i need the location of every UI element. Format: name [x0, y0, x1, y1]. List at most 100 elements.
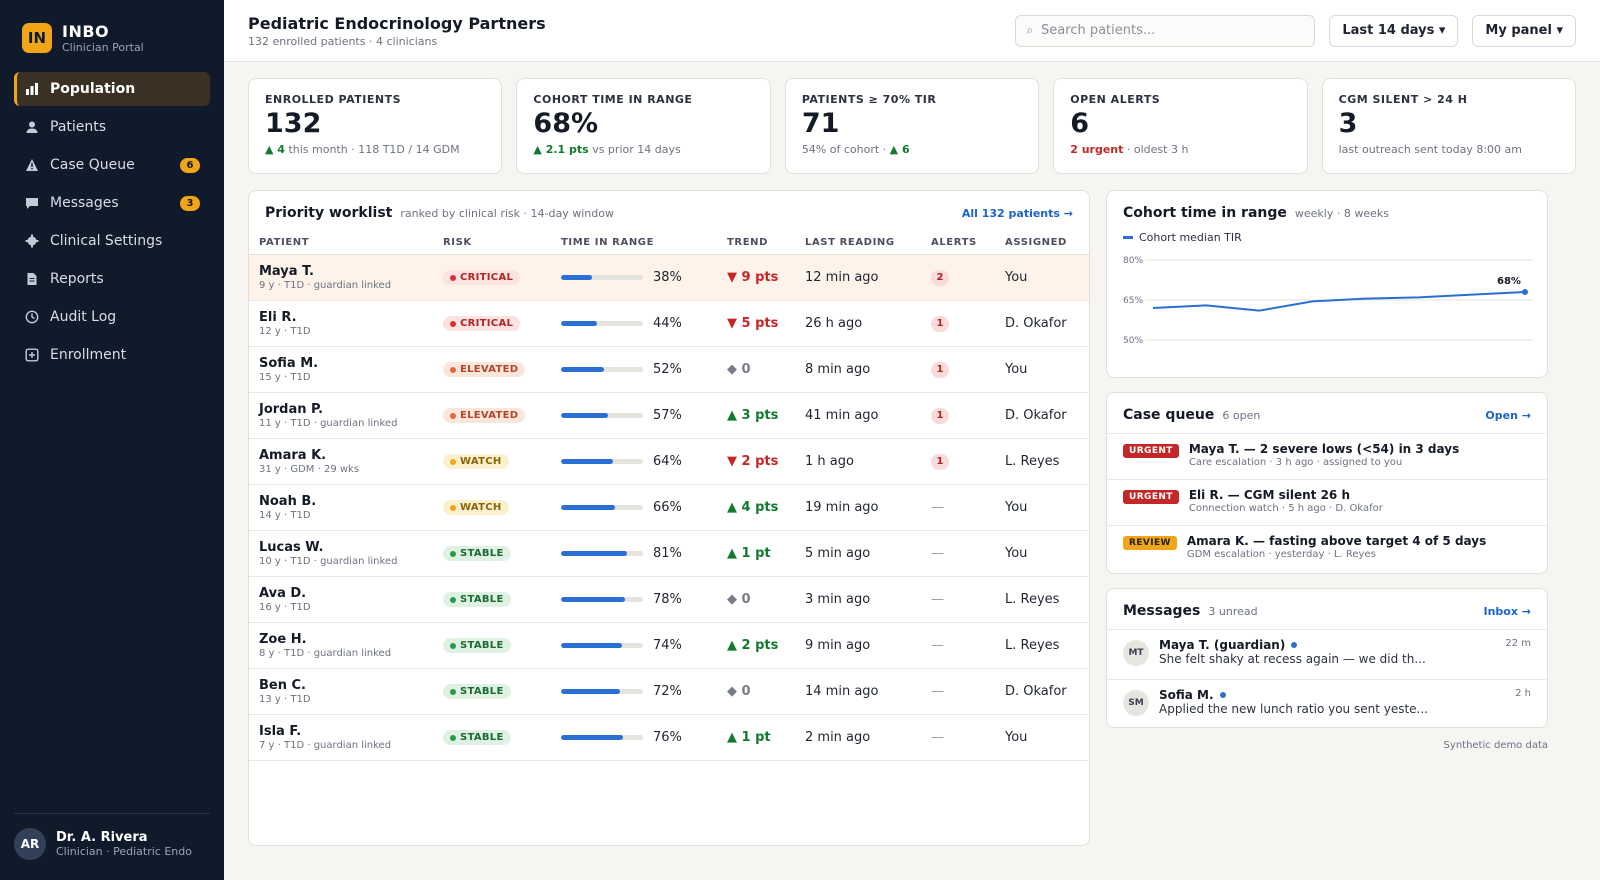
trend-value: ▲ 4 pts [717, 484, 795, 531]
table-row[interactable]: Ben C. 13 y · T1D STABLE 72% ◆ 0 14 min ago — D… [249, 668, 1089, 715]
patient-name[interactable]: Ava D. [259, 586, 307, 601]
table-row[interactable]: Isla F. 7 y · T1D · guardian linked STABLE… [249, 714, 1089, 761]
patient-name[interactable]: Noah B. [259, 494, 317, 509]
trend-value: ▼ 9 pts [717, 254, 795, 301]
queue-open-link[interactable]: Open → [1485, 409, 1531, 422]
sidebar-item-label: Case Queue [50, 157, 135, 173]
patient-cell: Lucas W. 10 y · T1D · guardian linked [249, 530, 433, 577]
patient-cell: Isla F. 7 y · T1D · guardian linked [249, 714, 433, 761]
patient-name[interactable]: Ben C. [259, 678, 306, 693]
column-header[interactable]: RISK [433, 231, 551, 255]
patient-name[interactable]: Amara K. [259, 448, 327, 463]
sidebar-item-label: Clinical Settings [50, 233, 163, 249]
patient-meta: 13 y · T1D [259, 694, 311, 705]
alerts-cell: — [921, 530, 995, 577]
table-row[interactable]: Lucas W. 10 y · T1D · guardian linked STAB… [249, 530, 1089, 577]
queue-item[interactable]: URGENT Eli R. — CGM silent 26 h Connection… [1107, 479, 1547, 525]
risk-badge: CRITICAL [443, 270, 521, 286]
assigned-clinician: You [995, 530, 1089, 577]
risk-badge: ELEVATED [443, 408, 526, 424]
column-header[interactable]: LAST READING [795, 231, 921, 255]
tir-progress-bar [561, 505, 643, 510]
risk-label: STABLE [460, 732, 504, 744]
case-queue-panel: Case queue 6 open Open → URGENT Maya T. —… [1106, 392, 1548, 574]
last-reading: 8 min ago [795, 346, 921, 393]
table-row[interactable]: Amara K. 31 y · GDM · 29 wks WATCH 64% ▼ 2 p… [249, 438, 1089, 485]
patient-name[interactable]: Maya T. [259, 264, 314, 279]
risk-badge: CRITICAL [443, 316, 521, 332]
table-row[interactable]: Jordan P. 11 y · T1D · guardian linked ELE… [249, 392, 1089, 439]
kpi-detail: · oldest 3 h [1123, 143, 1189, 156]
inbox-link[interactable]: Inbox → [1483, 605, 1532, 618]
table-row[interactable]: Maya T. 9 y · T1D · guardian linked CRITIC… [249, 254, 1089, 301]
queue-item[interactable]: URGENT Maya T. — 2 severe lows (<54) in 3… [1107, 433, 1547, 479]
tir-cell: 64% [551, 438, 717, 485]
column-header[interactable]: ASSIGNED [995, 231, 1089, 255]
last-reading: 12 min ago [795, 254, 921, 301]
tir-cell: 81% [551, 530, 717, 577]
table-row[interactable]: Noah B. 14 y · T1D WATCH 66% ▲ 4 pts 19 min a… [249, 484, 1089, 531]
tir-cell: 76% [551, 714, 717, 761]
sidebar-item-label: Messages [50, 195, 119, 211]
all-patients-link[interactable]: All 132 patients → [961, 207, 1073, 220]
risk-badge: STABLE [443, 638, 511, 654]
risk-dot [450, 642, 456, 649]
risk-dot [450, 458, 456, 465]
user-profile[interactable]: AR Dr. A. Rivera Clinician · Pediatric E… [14, 813, 210, 880]
sidebar-item-label: Reports [50, 271, 104, 287]
sidebar-item-reports[interactable]: Reports [14, 262, 210, 296]
alerts-cell: 1 [921, 346, 995, 393]
search-input[interactable] [1041, 23, 1305, 38]
patient-meta: 14 y · T1D [259, 510, 311, 521]
risk-cell: STABLE [433, 530, 551, 577]
alerts-cell: — [921, 484, 995, 531]
sidebar-item-patients[interactable]: Patients [14, 110, 210, 144]
worklist-title: Priority worklist [265, 205, 393, 221]
tir-progress-fill [561, 275, 593, 280]
patient-name[interactable]: Lucas W. [259, 540, 324, 555]
patient-name[interactable]: Sofia M. [259, 356, 319, 371]
column-header[interactable]: PATIENT [249, 231, 433, 255]
last-reading: 26 h ago [795, 300, 921, 347]
data-label: 68% [1497, 276, 1521, 287]
kpi-subtext: ▲ 2.1 pts vs prior 14 days [533, 143, 753, 156]
tir-progress-fill [561, 597, 625, 602]
search-box[interactable]: ⌕ [1015, 14, 1316, 47]
patient-name[interactable]: Zoe H. [259, 632, 307, 647]
column-header[interactable]: TREND [717, 231, 795, 255]
sidebar-item-clinical-settings[interactable]: Clinical Settings [14, 224, 210, 258]
date-range-dropdown[interactable]: Last 14 days ▾ [1329, 14, 1459, 47]
sidebar-item-enrollment[interactable]: Enrollment [14, 338, 210, 372]
column-header[interactable]: TIME IN RANGE [551, 231, 717, 255]
risk-badge: STABLE [443, 684, 511, 700]
risk-cell: WATCH [433, 438, 551, 485]
message-item[interactable]: SM Sofia M. Applied the new lunch ratio yo… [1107, 679, 1547, 729]
patient-name[interactable]: Jordan P. [259, 402, 324, 417]
message-item[interactable]: MT Maya T. (guardian) She felt shaky at re… [1107, 629, 1547, 679]
patient-name[interactable]: Eli R. [259, 310, 297, 325]
risk-dot [450, 274, 456, 281]
panel-dropdown[interactable]: My panel ▾ [1472, 14, 1576, 47]
queue-item-meta: GDM escalation · yesterday · L. Reyes [1186, 549, 1376, 560]
queue-item-title: Maya T. — 2 severe lows (<54) in 3 days [1188, 442, 1460, 456]
table-row[interactable]: Eli R. 12 y · T1D CRITICAL 44% ▼ 5 pts 26 h a… [249, 300, 1089, 347]
queue-item[interactable]: REVIEW Amara K. — fasting above target 4 … [1107, 525, 1547, 571]
y-tick-label: 80% [1123, 256, 1143, 266]
sidebar-item-population[interactable]: Population [14, 72, 210, 106]
sidebar-item-messages[interactable]: Messages 3 [14, 186, 210, 220]
patient-name[interactable]: Isla F. [259, 724, 302, 739]
table-row[interactable]: Zoe H. 8 y · T1D · guardian linked STABLE 7… [249, 622, 1089, 669]
sidebar-item-case-queue[interactable]: Case Queue 6 [14, 148, 210, 182]
risk-dot [450, 550, 456, 557]
sidebar-item-label: Population [50, 81, 136, 97]
kpi-detail: this month · 118 T1D / 14 GDM [284, 143, 460, 156]
patient-meta: 9 y · T1D · guardian linked [259, 280, 392, 291]
column-header[interactable]: ALERTS [921, 231, 995, 255]
queue-item-meta: Connection watch · 5 h ago · D. Okafor [1188, 503, 1383, 514]
sidebar-item-audit-log[interactable]: Audit Log [14, 300, 210, 334]
message-sender: Maya T. (guardian) [1159, 638, 1286, 652]
queue-item-title: Amara K. — fasting above target 4 of 5 d… [1186, 534, 1487, 548]
message-preview: She felt shaky at recess again — we did … [1159, 652, 1426, 666]
